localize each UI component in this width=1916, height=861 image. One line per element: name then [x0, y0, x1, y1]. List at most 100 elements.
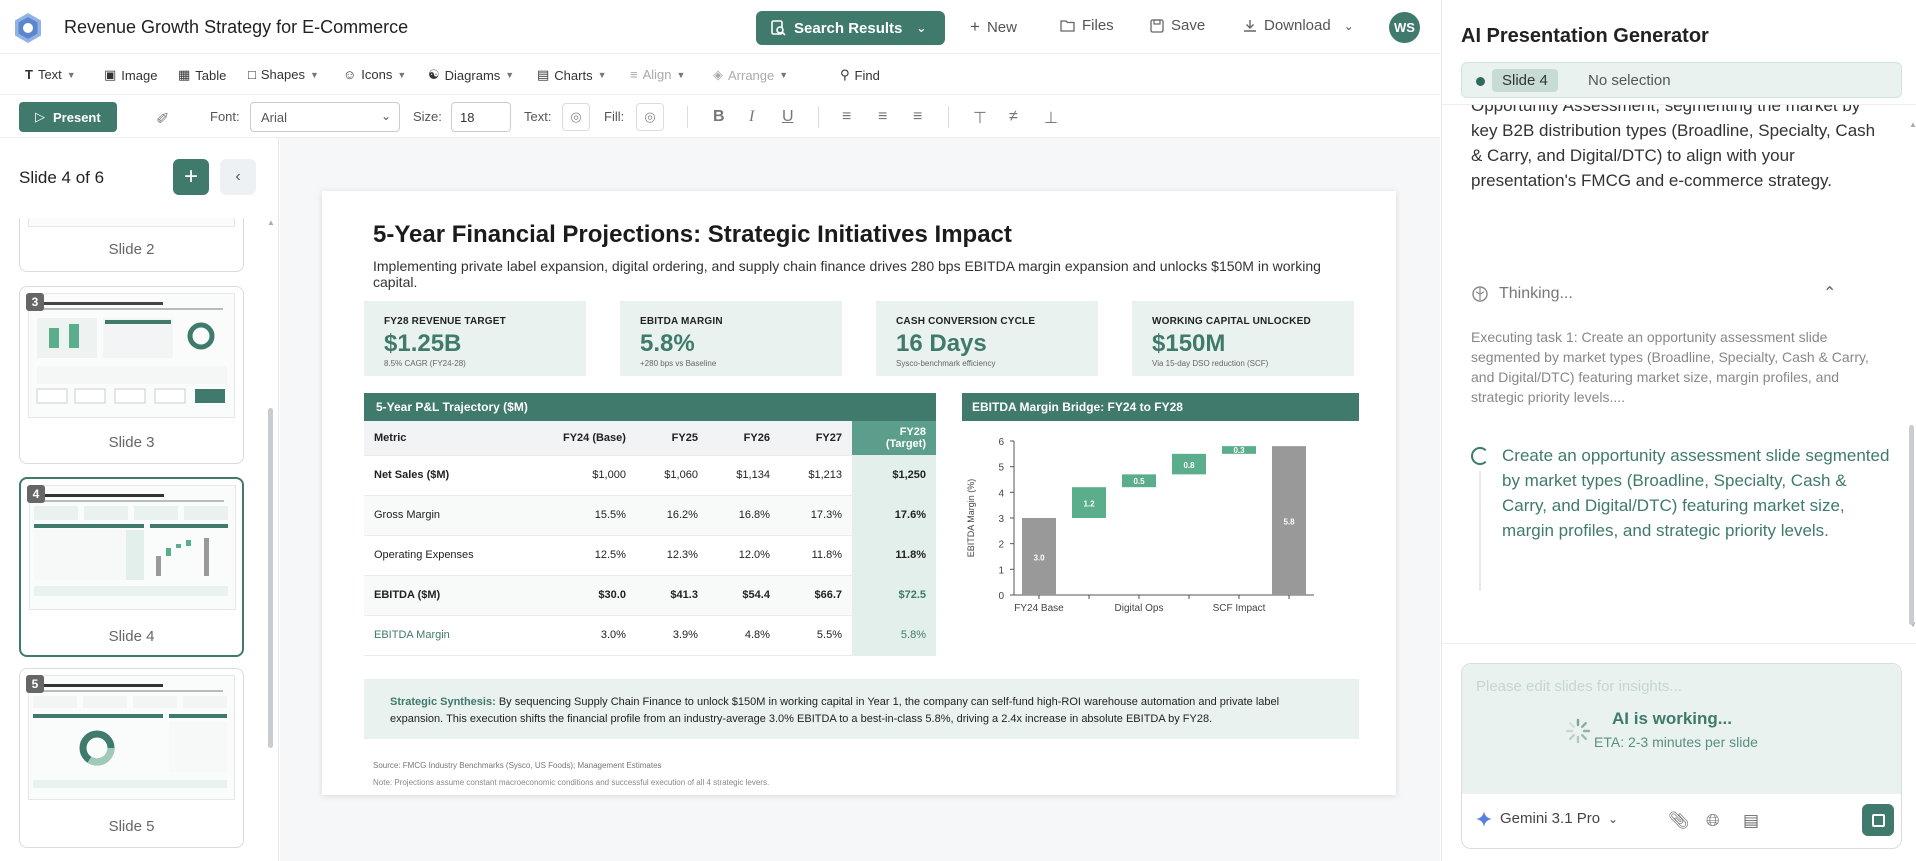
slide-thumbnail-5[interactable]: 5 Slide 5 — [19, 668, 244, 848]
slides-scrollbar[interactable]: ▲ — [267, 218, 275, 858]
kpi-card[interactable]: EBITDA MARGIN 5.8% +280 bps vs Baseline — [620, 301, 842, 376]
align-right-icon[interactable]: ≡ — [913, 108, 923, 125]
kpi-label: FY28 REVENUE TARGET — [384, 316, 506, 327]
table-cell: EBITDA ($M) — [364, 575, 525, 616]
slides-scrollbar-thumb[interactable] — [268, 408, 273, 748]
prompt-input[interactable]: Please edit slides for insights... AI is… — [1462, 664, 1901, 794]
bar-chart-icon: ▤ — [537, 67, 550, 82]
image-icon: ▣ — [104, 67, 117, 82]
shapes-menu[interactable]: □ Shapes ▼ — [248, 67, 319, 82]
slide-4[interactable]: 5-Year Financial Projections: Strategic … — [322, 191, 1396, 795]
eta-text: ETA: 2-3 minutes per slide — [1594, 734, 1758, 750]
slide-preview — [28, 293, 235, 418]
waterfall-chart[interactable]: 0 1 2 3 4 5 6 EBITDA Margin (%) 3.0 FY24 Base 1.2 0… — [962, 421, 1359, 651]
add-slide-button[interactable]: + — [173, 159, 209, 195]
table-cell: 11.8% — [852, 535, 936, 576]
slide-thumbnail-4[interactable]: 4 — [19, 477, 244, 657]
save-button[interactable]: Save — [1150, 17, 1205, 34]
slide-thumbnail-3[interactable]: 3 Slide — [19, 286, 244, 464]
pl-table[interactable]: Metric FY24 (Base) FY25 FY26 FY27 FY28 (… — [364, 421, 936, 656]
wallet-icon[interactable]: ▤ — [1743, 811, 1760, 830]
slide-title[interactable]: 5-Year Financial Projections: Strategic … — [373, 221, 1012, 248]
strategic-synthesis-box[interactable]: Strategic Synthesis: By sequencing Suppl… — [364, 679, 1359, 739]
y-axis-label: EBITDA Margin (%) — [966, 479, 976, 558]
valign-bottom-icon[interactable]: ⊥ — [1044, 110, 1058, 127]
font-select[interactable]: Arial ⌄ — [250, 102, 400, 132]
text-color-picker[interactable]: ◎ — [562, 103, 590, 131]
folder-icon — [1060, 20, 1075, 32]
italic-icon[interactable]: I — [749, 108, 755, 125]
slide-subtitle[interactable]: Implementing private label expansion, di… — [373, 258, 1321, 290]
icons-menu[interactable]: ☺ Icons ▼ — [343, 67, 406, 82]
synthesis-text: By sequencing Supply Chain Finance to un… — [390, 696, 1280, 725]
paperclip-icon[interactable]: 📎︎ — [1668, 811, 1690, 830]
underline-icon[interactable]: U — [782, 108, 794, 125]
table-cell: 16.2% — [635, 495, 708, 536]
user-avatar[interactable]: WS — [1389, 12, 1420, 43]
table-header-row: Metric FY24 (Base) FY25 FY26 FY27 FY28 (… — [364, 421, 936, 456]
thinking-toggle[interactable]: Thinking... ⌃ — [1471, 285, 1881, 303]
kpi-card[interactable]: FY28 REVENUE TARGET $1.25B 8.5% CAGR (FY… — [364, 301, 586, 376]
chat-scrollbar-thumb[interactable] — [1909, 425, 1914, 625]
plus-icon: + — [183, 163, 198, 190]
x-tick-label: SCF Impact — [1213, 603, 1266, 614]
layers-icon: ◈ — [713, 67, 723, 82]
ebitda-bridge-chart-block[interactable]: EBITDA Margin Bridge: FY24 to FY28 0 1 2 3 4… — [962, 393, 1359, 651]
slide-pill[interactable]: Slide 4 — [1492, 69, 1558, 92]
format-toolbar: ▷ Present ✐ Font: Arial ⌄ Size: 18 Text: ◎… — [0, 96, 1440, 138]
font-size-input[interactable]: 18 — [451, 102, 511, 132]
app-logo-icon[interactable] — [12, 12, 44, 44]
model-selector[interactable]: Gemini 3.1 Pro ⌄ — [1476, 810, 1618, 827]
text-menu[interactable]: T Text ▼ — [25, 67, 76, 82]
find-button[interactable]: ⚲ Find — [840, 67, 880, 83]
present-button[interactable]: ▷ Present — [19, 102, 117, 132]
files-button[interactable]: Files — [1060, 17, 1114, 34]
new-button[interactable]: + New — [970, 17, 1017, 37]
valign-middle-icon[interactable]: ≠ — [1009, 108, 1018, 125]
chat-history[interactable]: Opportunity Assessment, segmenting the m… — [1442, 104, 1916, 644]
align-menu[interactable]: ≡ Align ▼ — [630, 67, 685, 82]
footnote[interactable]: Note: Projections assume constant macroe… — [373, 778, 770, 787]
search-results-button[interactable]: Search Results ⌄ — [756, 11, 945, 45]
diagram-icon: ☯ — [428, 67, 440, 82]
kpi-card[interactable]: WORKING CAPITAL UNLOCKED $150M Via 15-da… — [1132, 301, 1354, 376]
scroll-up-icon[interactable]: ▲ — [1909, 120, 1916, 129]
data-label: 0.8 — [1183, 461, 1195, 470]
chart-bar — [1072, 487, 1106, 518]
scroll-up-icon[interactable]: ▲ — [267, 218, 275, 227]
y-tick-label: 5 — [998, 463, 1004, 474]
image-button[interactable]: ▣ Image — [104, 67, 157, 83]
align-left-icon[interactable]: ≡ — [842, 108, 852, 125]
model-name: Gemini 3.1 Pro — [1500, 810, 1601, 827]
format-painter-icon[interactable]: ✐ — [156, 111, 170, 128]
document-title[interactable]: Revenue Growth Strategy for E-Commerce — [64, 17, 409, 37]
slide-thumbnail-2[interactable]: Slide 2 — [19, 218, 244, 272]
diagrams-menu[interactable]: ☯ Diagrams ▼ — [428, 67, 514, 83]
slide-number-badge: 3 — [26, 293, 44, 311]
collapse-panel-button[interactable]: ‹ — [220, 159, 256, 195]
valign-top-icon[interactable]: ⊤ — [973, 110, 987, 127]
slide-preview-graphic — [33, 684, 227, 788]
table-cell: Operating Expenses — [364, 535, 525, 576]
ai-generator-panel: AI Presentation Generator Slide 4 No sel… — [1441, 0, 1916, 861]
table-cell: EBITDA Margin — [364, 615, 525, 656]
globe-icon[interactable]: 🌐︎ — [1706, 811, 1720, 830]
fill-color-picker[interactable]: ◎ — [636, 103, 664, 131]
charts-menu[interactable]: ▤ Charts ▼ — [537, 67, 607, 83]
status-dot-icon — [1476, 77, 1485, 86]
kpi-card[interactable]: CASH CONVERSION CYCLE 16 Days Sysco-benc… — [876, 301, 1098, 376]
table-row: Net Sales ($M) $1,000 $1,060 $1,134 $1,2… — [364, 455, 936, 496]
source-note[interactable]: Source: FMCG Industry Benchmarks (Sysco,… — [373, 761, 662, 770]
thinking-label: Thinking... — [1499, 285, 1573, 302]
align-center-icon[interactable]: ≡ — [878, 108, 888, 125]
download-button[interactable]: Download ⌄ — [1243, 17, 1354, 34]
column-header: FY25 — [635, 421, 708, 456]
files-label: Files — [1082, 17, 1114, 34]
stop-button[interactable] — [1862, 804, 1894, 836]
table-button[interactable]: ▦ Table — [178, 67, 226, 83]
y-tick-label: 4 — [998, 488, 1004, 499]
bold-icon[interactable]: B — [713, 108, 725, 125]
arrange-menu[interactable]: ◈ Arrange ▼ — [713, 67, 788, 83]
smiley-icon: ☺ — [343, 67, 357, 82]
pl-table-block[interactable]: 5-Year P&L Trajectory ($M) Metric FY24 (… — [364, 393, 936, 656]
